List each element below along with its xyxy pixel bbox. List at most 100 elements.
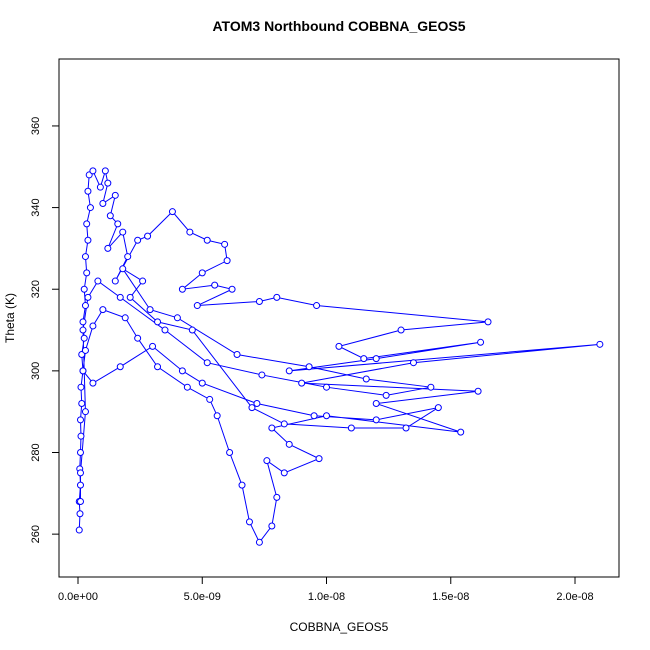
y-tick-label: 300 xyxy=(30,362,42,380)
data-point xyxy=(255,538,263,546)
data-point xyxy=(76,481,84,489)
data-point xyxy=(134,236,142,244)
data-point xyxy=(79,367,87,375)
data-point xyxy=(134,334,142,342)
y-tick-label: 320 xyxy=(30,280,42,298)
data-point xyxy=(80,334,88,342)
data-point xyxy=(121,314,129,322)
data-point xyxy=(96,183,104,191)
data-point xyxy=(402,424,410,432)
data-point xyxy=(474,387,482,395)
data-point xyxy=(81,346,89,354)
data-point xyxy=(285,440,293,448)
data-point xyxy=(111,277,119,285)
data-point xyxy=(228,285,236,293)
data-point xyxy=(99,200,107,208)
data-point xyxy=(84,236,92,244)
data-point xyxy=(111,191,119,199)
data-point xyxy=(323,412,331,420)
data-point xyxy=(149,342,157,350)
data-point xyxy=(139,277,147,285)
data-point xyxy=(434,404,442,412)
data-point xyxy=(124,253,132,261)
data-point xyxy=(173,314,181,322)
data-point xyxy=(315,455,323,463)
data-point xyxy=(77,432,85,440)
data-point xyxy=(305,363,313,371)
data-point xyxy=(226,449,234,457)
data-point xyxy=(298,379,306,387)
data-point xyxy=(477,338,485,346)
data-point xyxy=(84,293,92,301)
data-point xyxy=(86,204,94,212)
data-point xyxy=(78,400,86,408)
data-point xyxy=(161,326,169,334)
data-point xyxy=(116,363,124,371)
data-point xyxy=(360,355,368,363)
data-point xyxy=(83,220,91,228)
data-point xyxy=(258,371,266,379)
data-point xyxy=(89,322,97,330)
data-point xyxy=(198,379,206,387)
data-point xyxy=(146,306,154,314)
data-point xyxy=(253,400,261,408)
data-point xyxy=(126,293,134,301)
data-point xyxy=(99,306,107,314)
data-point xyxy=(76,469,84,477)
data-point xyxy=(154,318,162,326)
data-point xyxy=(238,481,246,489)
y-axis-title: Theta (K) xyxy=(3,293,17,343)
x-tick-label: 5.0e-09 xyxy=(184,591,221,603)
data-point xyxy=(596,340,604,348)
y-tick-label: 360 xyxy=(30,117,42,135)
data-point xyxy=(382,391,390,399)
data-point xyxy=(427,383,435,391)
data-point xyxy=(104,179,112,187)
data-point xyxy=(81,302,89,310)
data-point xyxy=(310,412,318,420)
data-point xyxy=(213,412,221,420)
data-point xyxy=(154,363,162,371)
data-point xyxy=(183,383,191,391)
plot-frame xyxy=(58,58,620,578)
data-point xyxy=(263,457,271,465)
data-point xyxy=(186,228,194,236)
x-tick-label: 1.0e-08 xyxy=(308,591,345,603)
data-point xyxy=(372,416,380,424)
data-point xyxy=(101,167,109,175)
data-point xyxy=(255,297,263,305)
data-point xyxy=(76,449,84,457)
data-point xyxy=(347,424,355,432)
data-point xyxy=(80,285,88,293)
data-point xyxy=(119,265,127,273)
data-point xyxy=(178,285,186,293)
data-point xyxy=(335,342,343,350)
data-point xyxy=(193,302,201,310)
data-point xyxy=(280,420,288,428)
data-point xyxy=(233,351,241,359)
y-tick-label: 260 xyxy=(30,525,42,543)
data-point xyxy=(188,326,196,334)
data-point xyxy=(76,416,84,424)
data-point xyxy=(268,522,276,530)
x-tick-label: 1.5e-08 xyxy=(432,591,469,603)
data-line xyxy=(78,169,600,544)
data-point xyxy=(79,318,87,326)
data-point xyxy=(89,167,97,175)
x-axis-title: COBBNA_GEOS5 xyxy=(290,620,389,634)
x-tick-label: 0.0e+00 xyxy=(58,591,98,603)
data-point xyxy=(76,497,84,505)
data-point xyxy=(178,367,186,375)
data-point xyxy=(116,293,124,301)
data-point xyxy=(106,212,114,220)
x-tick-label: 2.0e-08 xyxy=(556,591,593,603)
data-point xyxy=(362,375,370,383)
data-point xyxy=(104,244,112,252)
data-point xyxy=(273,293,281,301)
data-point xyxy=(313,302,321,310)
data-point xyxy=(268,424,276,432)
data-point xyxy=(323,383,331,391)
data-point xyxy=(248,404,256,412)
